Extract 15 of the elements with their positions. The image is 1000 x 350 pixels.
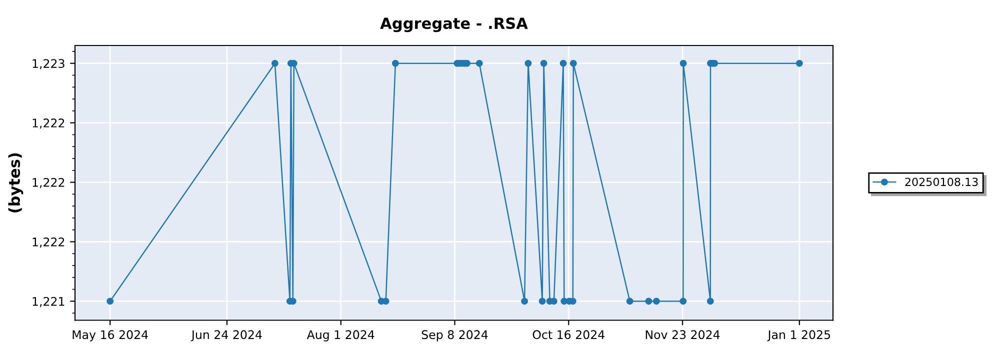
x-tick-label: Jan 1 2025 bbox=[767, 330, 830, 342]
y-tick-label: 1,221 bbox=[32, 296, 64, 308]
x-tick-label: Sep 8 2024 bbox=[422, 330, 488, 342]
chart-title: Aggregate - .RSA bbox=[380, 17, 528, 32]
legend-label: 20250108.13 bbox=[905, 178, 978, 186]
y-tick-label: 1,222 bbox=[32, 118, 64, 129]
y-axis-title: (bytes) bbox=[8, 153, 24, 212]
x-tick-label: Oct 16 2024 bbox=[532, 330, 604, 340]
y-tick-label: 1,223 bbox=[32, 59, 64, 70]
x-tick-label: May 16 2024 bbox=[72, 330, 148, 342]
y-tick-label: 1,222 bbox=[32, 237, 64, 248]
x-tick-label: Jun 24 2024 bbox=[190, 330, 262, 342]
x-tick-label: Nov 23 2024 bbox=[646, 330, 720, 340]
y-tick-label: 1,222 bbox=[32, 178, 64, 188]
x-tick-label: Aug 1 2024 bbox=[306, 330, 374, 342]
